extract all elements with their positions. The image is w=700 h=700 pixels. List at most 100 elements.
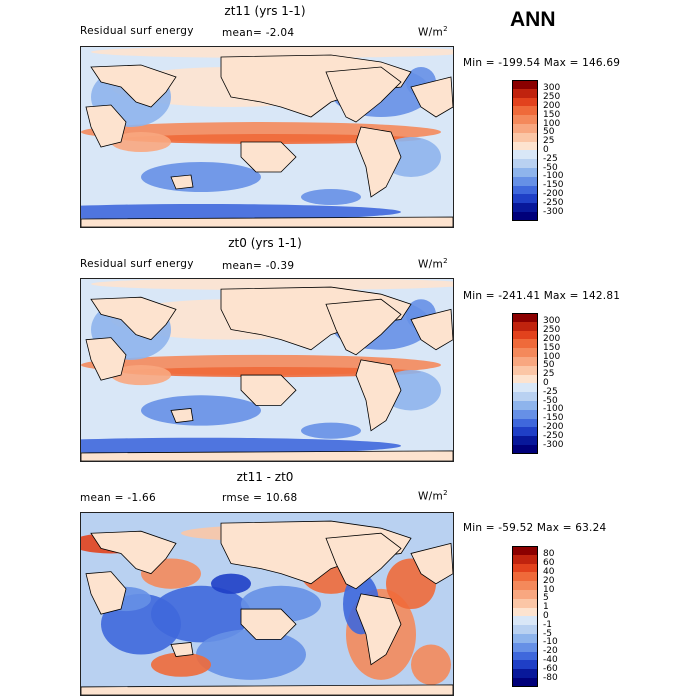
continent-outline <box>325 532 402 590</box>
map-field-patch <box>196 629 306 680</box>
colorbar-swatch <box>512 176 538 187</box>
colorbar-tick-label: 50 <box>543 127 555 138</box>
panel2-field-label: Residual surf energy <box>80 258 194 270</box>
map-field-patch <box>121 366 421 378</box>
continent-outline <box>325 298 402 356</box>
colorbar-tick-label: 100 <box>543 351 561 362</box>
map-field-patch <box>151 585 251 643</box>
colorbar-tick-label: -150 <box>543 413 564 424</box>
colorbar-tick-label: 25 <box>543 136 555 147</box>
panel3-rmse-label: rmse = 10.68 <box>222 492 298 504</box>
colorbar-swatch <box>512 203 538 213</box>
colorbar-swatch <box>512 590 538 600</box>
continent-outline <box>325 66 402 123</box>
colorbar-tick-label: 20 <box>543 575 555 586</box>
panel2-mean-label: mean= -0.39 <box>222 260 295 272</box>
map-field-patch <box>111 364 171 386</box>
colorbar-tick-label: -20 <box>543 646 558 657</box>
panel1-field-label: Residual surf energy <box>80 25 194 37</box>
continent-outline <box>410 308 453 351</box>
panel3-title: zt11 - zt0 <box>236 470 294 484</box>
continent-outline <box>240 374 297 406</box>
colorbar-swatch <box>512 348 538 358</box>
continent-outline <box>81 684 453 695</box>
colorbar-swatch <box>512 357 538 367</box>
colorbar-tick-label: 5 <box>543 593 549 604</box>
colorbar-swatch <box>512 642 538 653</box>
colorbar-swatch <box>512 581 538 591</box>
colorbar-tick-label: -50 <box>543 395 558 406</box>
colorbar-tick-label: 40 <box>543 566 555 577</box>
colorbar-swatch <box>512 436 538 446</box>
colorbar-tick-label: 300 <box>543 316 561 327</box>
colorbar-swatch <box>512 212 538 222</box>
panel1-minmax: Min = -199.54 Max = 146.69 <box>463 57 621 69</box>
colorbar-swatch <box>512 365 538 376</box>
colorbar-swatch <box>512 546 538 556</box>
colorbar-tick-label: 1 <box>543 602 549 613</box>
colorbar-tick-label: -25 <box>543 153 558 164</box>
colorbar-swatch <box>512 409 538 420</box>
colorbar-tick-label: 50 <box>543 360 555 371</box>
colorbar-tick-label: 200 <box>543 100 561 111</box>
panel3-minmax: Min = -59.52 Max = 63.24 <box>463 522 607 534</box>
colorbar-tick-label: 250 <box>543 325 561 336</box>
colorbar-tick-label: -40 <box>543 654 558 665</box>
colorbar-tick-label: 0 <box>543 610 549 621</box>
continent-outline <box>170 407 194 424</box>
colorbar-tick-label: 10 <box>543 584 555 595</box>
season-title: ANN <box>510 8 556 31</box>
colorbar-tick-label: -200 <box>543 188 564 199</box>
colorbar-swatch <box>512 563 538 573</box>
continent-outline <box>355 126 402 198</box>
continent-outline <box>85 104 127 148</box>
colorbar-tick-label: -300 <box>543 206 564 217</box>
panel2-minmax: Min = -241.41 Max = 142.81 <box>463 290 621 302</box>
continent-outline <box>90 64 177 108</box>
continent-outline <box>81 450 453 461</box>
map-field-patch <box>211 573 251 594</box>
colorbar-swatch <box>512 168 538 178</box>
map-field-patch <box>81 437 401 454</box>
colorbar-tick-label: 250 <box>543 92 561 103</box>
colorbar-swatch <box>512 106 538 116</box>
colorbar-swatch <box>512 572 538 582</box>
colorbar-tick-label: -150 <box>543 180 564 191</box>
map-field-patch <box>141 395 261 426</box>
map-field-patch <box>151 652 211 677</box>
colorbar-tick-label: -200 <box>543 421 564 432</box>
colorbar-tick-label: -250 <box>543 430 564 441</box>
colorbar-swatch <box>512 321 538 332</box>
colorbar-tick-label: -250 <box>543 197 564 208</box>
colorbar-tick-label: 0 <box>543 377 549 388</box>
continent-outline <box>240 141 297 173</box>
panel1-map <box>80 46 454 228</box>
colorbar-swatch <box>512 383 538 393</box>
map-field-patch <box>111 132 171 152</box>
colorbar-swatch <box>512 634 538 644</box>
colorbar-swatch <box>512 80 538 90</box>
colorbar-tick-label: 150 <box>543 109 561 120</box>
colorbar-tick-label: 150 <box>543 342 561 353</box>
panel3-map <box>80 512 454 696</box>
colorbar-tick-label: -80 <box>543 672 558 683</box>
colorbar-swatch <box>512 616 538 626</box>
continent-outline <box>85 571 127 615</box>
colorbar-swatch <box>512 427 538 437</box>
continent-outline <box>410 76 453 118</box>
panel2-title: zt0 (yrs 1-1) <box>228 236 302 250</box>
colorbar-swatch <box>512 132 538 143</box>
map-field-patch <box>91 47 453 58</box>
map-field-patch <box>81 204 401 220</box>
panel2-map <box>80 278 454 462</box>
continent-outline <box>90 296 177 341</box>
colorbar-swatch <box>512 194 538 204</box>
colorbar-swatch <box>512 678 538 688</box>
colorbar-swatch <box>512 625 538 635</box>
continent-outline <box>170 641 194 658</box>
colorbar-tick-label: 0 <box>543 144 549 155</box>
map-field-patch <box>301 422 361 439</box>
colorbar-swatch <box>512 607 538 617</box>
panel2-map-svg <box>81 279 453 461</box>
colorbar-swatch <box>512 598 538 609</box>
